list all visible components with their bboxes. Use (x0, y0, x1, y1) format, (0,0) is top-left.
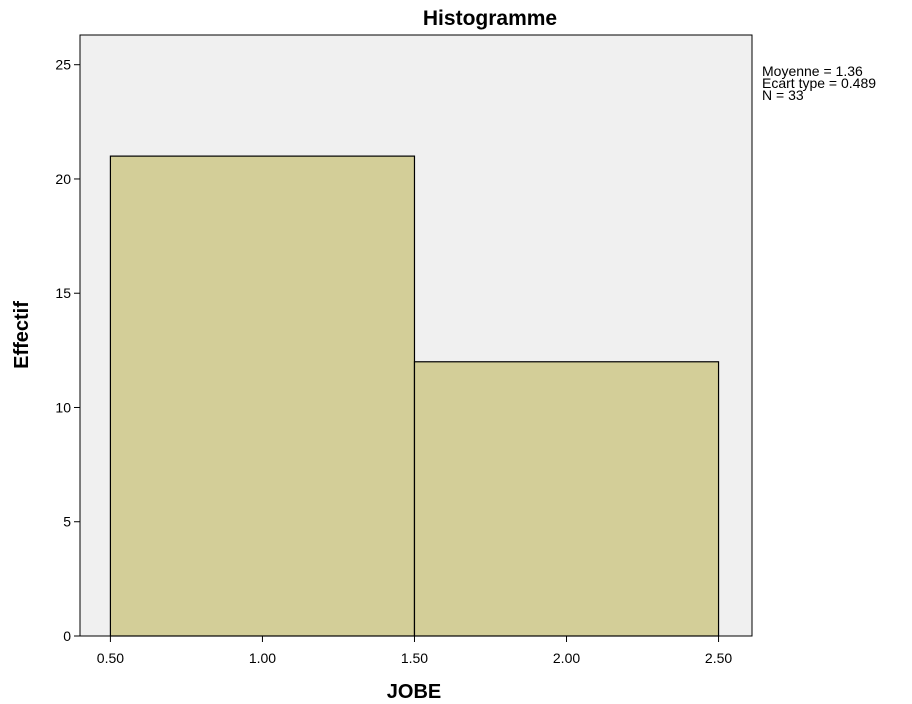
y-tick-label: 0 (63, 628, 71, 644)
x-tick-label: 0.50 (97, 650, 124, 666)
x-axis: 0.50 1.00 1.50 2.00 2.50 (97, 636, 732, 666)
y-tick-label: 15 (55, 285, 71, 301)
stat-n: N = 33 (762, 87, 804, 103)
y-axis: 0 5 10 15 20 25 (55, 57, 80, 644)
y-tick-label: 25 (55, 57, 71, 73)
y-axis-label: Effectif (11, 301, 33, 369)
x-tick-label: 2.00 (553, 650, 580, 666)
chart-title: Histogramme (423, 7, 557, 30)
y-tick-label: 20 (55, 171, 71, 187)
x-axis-label: JOBE (387, 681, 441, 703)
x-tick-label: 1.00 (249, 650, 276, 666)
statistics-summary: Moyenne = 1.36 Ecart type = 0.489 N = 33 (762, 63, 877, 103)
stat-mean: Moyenne = 1.36 (762, 63, 863, 79)
stat-std: Ecart type = 0.489 (762, 75, 877, 91)
histogram-bars (109, 155, 720, 637)
y-tick-label: 5 (63, 514, 71, 530)
histogram-bar-2 (413, 361, 720, 637)
y-tick-label: 10 (55, 399, 71, 415)
histogram-bar-1 (109, 155, 416, 637)
x-tick-label: 2.50 (705, 650, 732, 666)
x-tick-label: 1.50 (401, 650, 428, 666)
